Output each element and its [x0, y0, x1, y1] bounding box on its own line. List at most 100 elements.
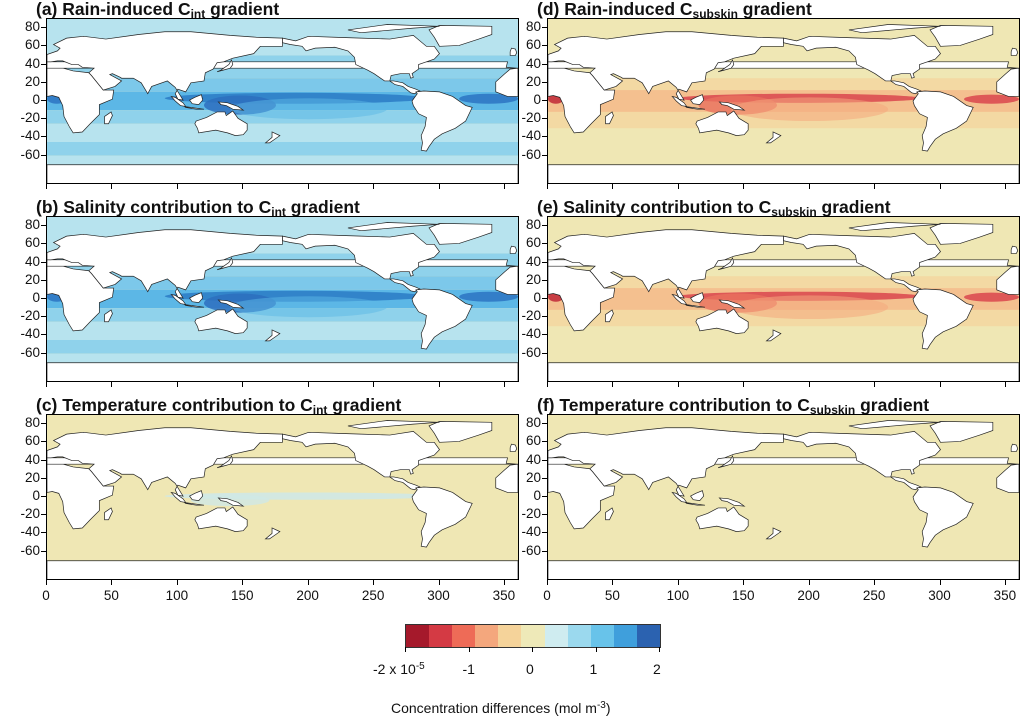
map-svg	[47, 415, 518, 579]
colorbar-swatch	[498, 625, 522, 647]
x-tick-mark	[307, 382, 309, 387]
ocean-band	[47, 142, 518, 156]
land-borneo	[690, 292, 705, 304]
land-borneo	[189, 292, 204, 304]
y-tick-label: 80	[525, 217, 541, 233]
y-tick-label: 40	[24, 451, 40, 467]
land-britain	[509, 47, 518, 56]
land-eurasia2	[47, 427, 283, 497]
x-tick-mark	[307, 184, 309, 189]
y-tick-label: -60	[521, 542, 541, 558]
y-tick-mark	[542, 118, 547, 120]
colorbar-tick-mark	[468, 647, 470, 652]
y-tick-label: 80	[24, 217, 40, 233]
map-svg	[548, 19, 1019, 183]
map-panel-b	[46, 216, 519, 382]
y-tick-label: -60	[20, 344, 40, 360]
land-borneo	[690, 94, 705, 106]
y-tick-mark	[41, 496, 46, 497]
land-greenland	[428, 223, 493, 245]
x-tick-mark	[46, 184, 47, 189]
y-tick-mark	[542, 243, 547, 245]
y-tick-label: -20	[521, 506, 541, 522]
land-arcticIsl	[347, 222, 440, 232]
land-greenland	[929, 223, 994, 245]
land-southAm	[912, 486, 974, 548]
y-tick-mark	[542, 279, 547, 281]
land-nz	[264, 527, 281, 540]
y-tick-mark	[542, 477, 547, 479]
land-japan	[717, 257, 735, 271]
x-tick-mark	[547, 580, 548, 585]
colorbar-swatch	[406, 625, 430, 647]
colorbar-swatch	[636, 625, 661, 647]
colorbar-tick-label: -2 x 10-5	[373, 661, 425, 677]
panel-title-b: (b) Salinity contribution to Cint gradie…	[36, 197, 360, 219]
land-borneo	[189, 94, 204, 106]
y-tick-mark	[542, 63, 547, 65]
land-newGuinea	[718, 299, 746, 309]
y-tick-mark	[41, 45, 46, 47]
land-scandNA	[282, 431, 440, 491]
colorbar-swatch	[613, 625, 637, 647]
y-tick-mark	[542, 441, 547, 443]
land-antarctica	[47, 362, 518, 381]
colorbar-swatch	[521, 625, 545, 647]
ocean-band	[47, 123, 518, 142]
colorbar-swatch	[429, 625, 453, 647]
x-tick-label: 200	[797, 588, 820, 603]
y-tick-label: 60	[525, 235, 541, 251]
x-tick-mark	[176, 580, 178, 585]
land-madagascar	[104, 309, 113, 323]
y-tick-mark	[41, 532, 46, 534]
land-antarctica	[548, 164, 1019, 183]
y-tick-mark	[542, 81, 547, 83]
land-borneo	[189, 490, 204, 502]
y-tick-label: 80	[24, 415, 40, 431]
x-tick-label: 350	[993, 588, 1017, 603]
land-australia	[695, 506, 749, 532]
x-tick-mark	[242, 184, 244, 189]
x-tick-label: 250	[862, 588, 886, 603]
y-tick-label: 60	[24, 433, 40, 449]
y-tick-mark	[41, 298, 46, 299]
land-antarctica	[548, 560, 1019, 579]
land-australia	[194, 110, 248, 136]
y-tick-label: -20	[20, 308, 40, 324]
land-britain	[1010, 245, 1019, 254]
land-greenland	[428, 421, 493, 443]
colorbar-tick-mark	[659, 647, 660, 652]
panel-title-e: (e) Salinity contribution to Csubskin gr…	[537, 197, 891, 219]
y-tick-label: -40	[521, 326, 541, 342]
land-scandNA	[783, 233, 941, 293]
x-tick-mark	[677, 184, 679, 189]
x-tick-mark	[1004, 382, 1006, 387]
y-tick-mark	[41, 477, 46, 479]
x-tick-mark	[677, 382, 679, 387]
x-tick-mark	[547, 382, 548, 387]
land-southAm	[411, 90, 473, 152]
x-tick-mark	[373, 382, 375, 387]
land-scandNA	[783, 35, 941, 95]
y-tick-label: 80	[24, 19, 40, 35]
x-tick-mark	[1004, 184, 1006, 189]
map-panel-c	[46, 414, 519, 580]
land-indonesia2	[184, 106, 205, 110]
land-japan	[216, 455, 234, 469]
y-tick-label: -40	[20, 326, 40, 342]
x-tick-mark	[612, 382, 614, 387]
ocean-band	[47, 321, 518, 340]
y-tick-mark	[41, 118, 46, 120]
panel-title-f: (f) Temperature contribution to Csubskin…	[537, 395, 930, 417]
panel-title-c: (c) Temperature contribution to Cint gra…	[36, 395, 402, 417]
land-japan	[717, 59, 735, 73]
y-tick-mark	[542, 136, 547, 138]
x-tick-mark	[111, 580, 113, 585]
x-tick-mark	[939, 184, 941, 189]
land-newGuinea	[718, 497, 746, 507]
y-tick-mark	[41, 27, 46, 29]
y-tick-label: 80	[525, 415, 541, 431]
land-eurasia2	[548, 229, 784, 299]
land-australia	[695, 308, 749, 334]
x-tick-mark	[111, 382, 113, 387]
